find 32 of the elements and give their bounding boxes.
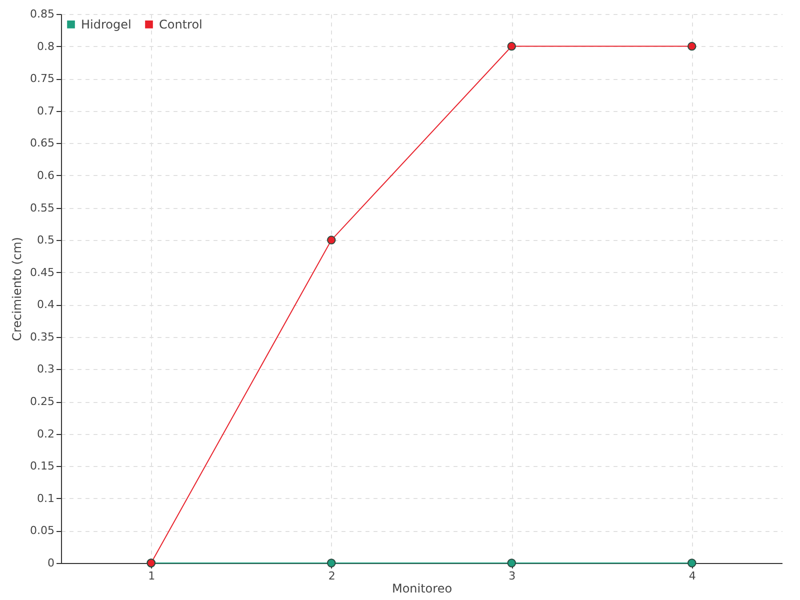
y-tick-label: 0.1 [37, 492, 54, 505]
legend-label: Hidrogel [81, 17, 132, 32]
y-tick-label: 0.2 [37, 427, 54, 440]
y-tick-label: 0.15 [30, 460, 54, 473]
x-axis-title: Monitoreo [392, 582, 452, 596]
y-tick-label: 0.45 [30, 266, 54, 279]
point [327, 558, 336, 568]
y-axis-title: Crecimiento (cm) [10, 237, 24, 341]
point [507, 558, 516, 568]
y-tick-label: 0.75 [30, 72, 54, 86]
y-tick-label: 0.8 [37, 40, 54, 53]
y-tick-label: 0.7 [37, 104, 54, 118]
x-tick-label: 4 [688, 570, 696, 582]
point [327, 236, 336, 244]
x-tick-label: 2 [328, 570, 336, 582]
y-tick-label: 0.25 [30, 395, 54, 408]
y-tick-label: 0.6 [37, 168, 54, 182]
x-tick-label: 3 [508, 570, 516, 582]
x-tick-label: 1 [148, 570, 156, 582]
point [688, 42, 696, 51]
legend-label: Control [159, 17, 202, 32]
y-tick-label: 0.3 [37, 362, 54, 376]
point [507, 42, 516, 51]
y-tick-label: 0.5 [37, 234, 54, 247]
y-tick-label: 0.05 [30, 524, 54, 538]
point [688, 558, 696, 568]
y-tick-label: 0 [48, 556, 54, 570]
y-tick-label: 0.35 [30, 330, 54, 344]
y-tick-label: 0.85 [30, 8, 54, 20]
y-tick-label: 0.55 [30, 201, 54, 214]
y-tick-label: 0.65 [30, 136, 54, 150]
y-tick-label: 0.4 [37, 298, 54, 312]
